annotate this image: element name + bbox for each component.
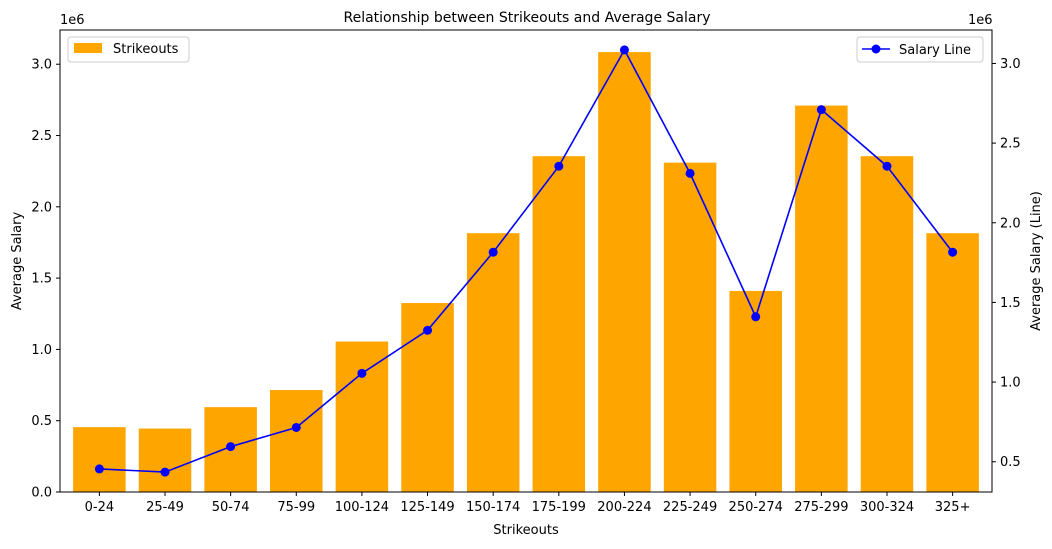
x-tick-label: 250-274 bbox=[729, 500, 783, 515]
x-tick-label: 75-99 bbox=[277, 500, 315, 515]
y2-axis-label: Average Salary (Line) bbox=[1029, 191, 1044, 331]
x-tick-label: 0-24 bbox=[85, 500, 115, 515]
x-tick-label: 150-174 bbox=[466, 500, 520, 515]
y2-tick-label: 3.0 bbox=[1000, 57, 1021, 72]
bar-0-24 bbox=[73, 427, 126, 492]
x-tick-label: 50-74 bbox=[212, 500, 250, 515]
salary-point-75-99 bbox=[291, 422, 301, 432]
y-axis-offset-text: 1e6 bbox=[60, 13, 85, 28]
x-tick-label: 300-324 bbox=[860, 500, 914, 515]
x-tick-label: 200-224 bbox=[597, 500, 651, 515]
bar-300-324 bbox=[860, 156, 914, 492]
y-tick-label: 2.0 bbox=[31, 200, 52, 215]
salary-point-275-299 bbox=[816, 105, 826, 115]
salary-point-125-149 bbox=[423, 325, 433, 335]
x-tick-label: 325+ bbox=[935, 500, 971, 515]
plot-frame bbox=[59, 29, 993, 493]
salary-line bbox=[99, 48, 954, 473]
x-tick-label: 275-299 bbox=[794, 500, 848, 515]
y2-tick-label: 2.0 bbox=[1000, 216, 1021, 231]
bar-225-249 bbox=[663, 162, 717, 492]
x-tick-label: 25-49 bbox=[146, 500, 184, 515]
bar-100-124 bbox=[335, 341, 389, 492]
salary-point-325+ bbox=[948, 247, 958, 257]
bar-75-99 bbox=[270, 390, 323, 492]
y-tick-label: 1.0 bbox=[31, 343, 52, 358]
y-tick-label: 3.0 bbox=[31, 58, 52, 73]
salary-line-layer bbox=[94, 45, 958, 477]
y-tick-label: 1.5 bbox=[31, 272, 52, 287]
bar-275-299 bbox=[795, 105, 848, 493]
bars-layer bbox=[73, 52, 979, 493]
bar-175-199 bbox=[532, 156, 586, 492]
legend-line: Salary Line bbox=[856, 36, 984, 63]
salary-point-0-24 bbox=[94, 464, 104, 474]
legend-line-marker bbox=[871, 44, 881, 54]
bar-25-49 bbox=[138, 428, 192, 492]
salary-point-175-199 bbox=[554, 161, 564, 171]
salary-point-300-324 bbox=[882, 161, 892, 171]
salary-point-200-224 bbox=[619, 45, 629, 55]
salary-point-225-249 bbox=[685, 168, 695, 178]
y2-tick-label: 2.5 bbox=[1000, 137, 1021, 152]
x-tick-label: 100-124 bbox=[335, 500, 389, 515]
y-tick-label: 0.5 bbox=[31, 414, 52, 429]
y-axis-label: Average Salary bbox=[10, 212, 25, 311]
x-tick-label: 175-199 bbox=[532, 500, 586, 515]
legend-bar-swatch bbox=[74, 43, 102, 53]
chart-title: Relationship between Strikeouts and Aver… bbox=[343, 10, 710, 26]
y2-tick-label: 1.5 bbox=[1000, 296, 1021, 311]
x-axis-label: Strikeouts bbox=[493, 523, 559, 538]
x-tick-label: 125-149 bbox=[400, 500, 454, 515]
y2-tick-label: 0.5 bbox=[1000, 455, 1021, 470]
y2-axis-offset-text: 1e6 bbox=[968, 13, 993, 28]
axes-layer: 0.0 0.5 1.0 1.5 2.0 2.5 3.0 0.5 1.0 1.5 2.0 2.5 3.0 0… bbox=[31, 29, 1021, 515]
bar-150-174 bbox=[466, 233, 520, 492]
salary-point-250-274 bbox=[751, 312, 761, 322]
y-tick-label: 2.5 bbox=[31, 129, 52, 144]
y2-tick-label: 1.0 bbox=[1000, 376, 1021, 391]
legend-line-label: Salary Line bbox=[899, 43, 971, 58]
y-tick-label: 0.0 bbox=[31, 486, 52, 501]
legend-bars: Strikeouts bbox=[67, 36, 190, 63]
salary-point-100-124 bbox=[357, 368, 367, 378]
salary-point-150-174 bbox=[488, 247, 498, 257]
salary-point-25-49 bbox=[160, 467, 170, 477]
salary-point-50-74 bbox=[226, 442, 236, 452]
bar-250-274 bbox=[729, 290, 782, 492]
bar-325+ bbox=[926, 233, 979, 492]
legend-bar-label: Strikeouts bbox=[113, 42, 179, 57]
x-tick-label: 225-249 bbox=[663, 500, 717, 515]
bar-200-224 bbox=[598, 52, 651, 492]
